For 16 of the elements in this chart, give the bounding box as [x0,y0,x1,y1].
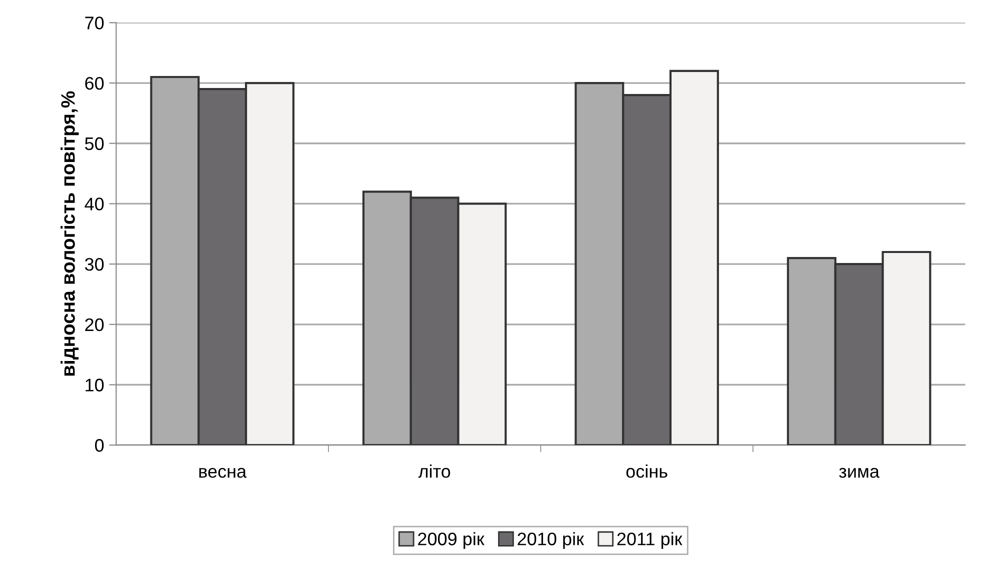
x-tick-label: весна [199,468,247,478]
y-tick-label: 0 [95,439,104,452]
y-tick-label: 40 [84,198,104,210]
y-tick-label: 70 [85,16,104,30]
y-tick-label: 30 [84,258,104,271]
y-tick-label: 10 [86,378,104,392]
legend-label: 2011 рік [617,532,682,549]
legend-label: 2009 рік [418,532,484,549]
y-tick-label: 60 [85,76,104,90]
x-tick-label: літо [418,464,450,478]
y-tick-label: 50 [85,137,104,150]
x-tick-label: осінь [626,464,668,478]
x-tick-label: зима [839,468,880,478]
legend-label: 2010 рік [518,532,584,549]
y-tick-label: 20 [85,318,104,332]
y-axis-title: відносна вологість повітря,% [60,91,79,376]
